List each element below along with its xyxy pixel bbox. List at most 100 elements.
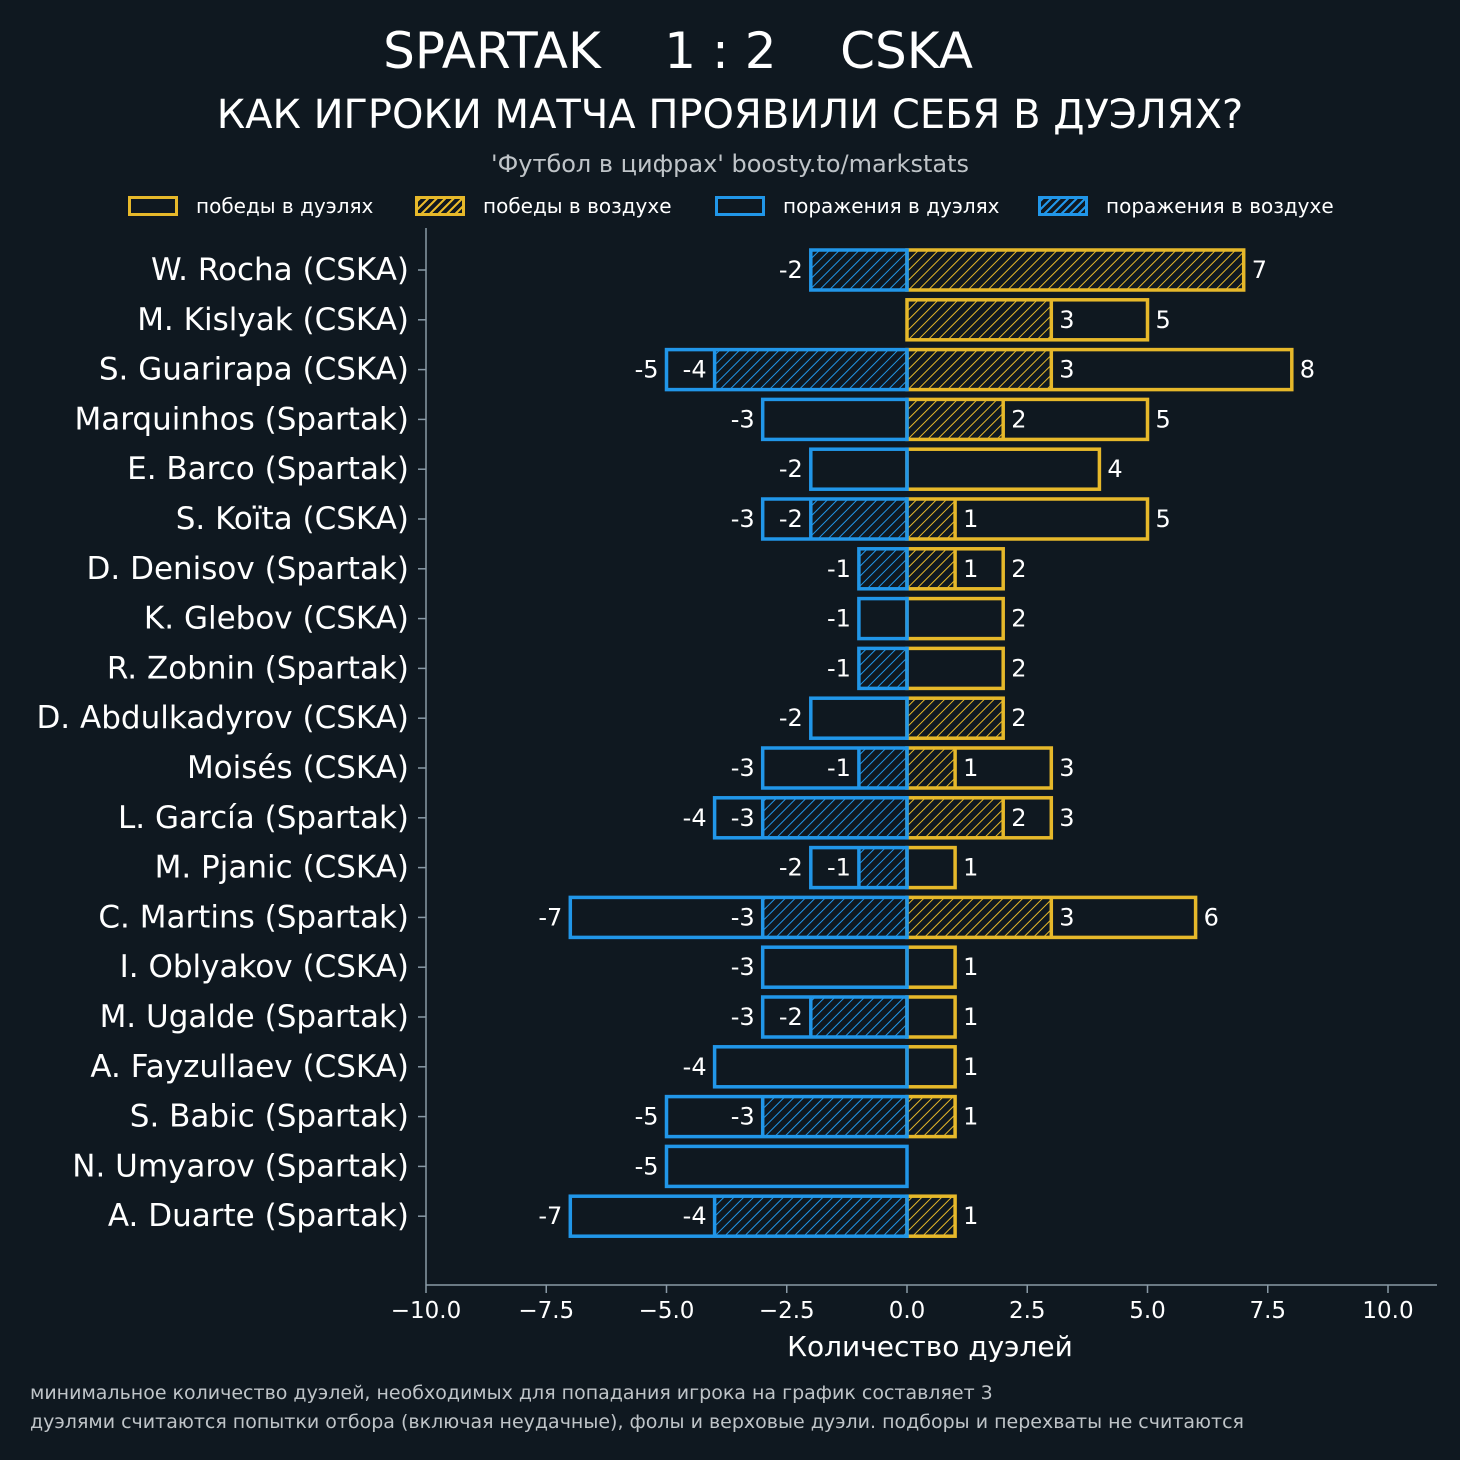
player-label: M. Ugalde (Spartak) [100, 999, 409, 1035]
losses-total-label: -3 [731, 405, 755, 433]
bar-duel-losses [809, 248, 909, 292]
losses-total-label: -1 [827, 654, 851, 682]
chart-title: SPARTAK 1 : 2 CSKA [383, 22, 973, 80]
wins-total-label: 3 [1059, 804, 1074, 832]
wins-total-label: 1 [963, 854, 978, 882]
wins-total-label: 5 [1156, 306, 1171, 334]
bar-duel-losses [760, 746, 909, 790]
player-label: M. Pjanic (CSKA) [155, 850, 409, 886]
losses-total-label: -1 [827, 555, 851, 583]
wins-total-label: 4 [1107, 455, 1122, 483]
bar-duel-wins [905, 845, 957, 890]
losses-total-label: -7 [538, 1202, 562, 1230]
bar-duel-losses [712, 1045, 909, 1089]
bar-duel-losses [664, 347, 909, 392]
losses-aerial-label: -2 [779, 1003, 803, 1031]
player-label: W. Rocha (CSKA) [151, 252, 409, 288]
losses-aerial-label: -3 [731, 903, 755, 931]
footnote-threshold: минимальное количество дуэлей, необходим… [30, 1382, 993, 1404]
wins-total-label: 1 [963, 1053, 978, 1081]
wins-total-label: 1 [963, 1202, 978, 1230]
wins-total-label: 2 [1011, 654, 1026, 682]
wins-total-label: 2 [1011, 555, 1026, 583]
footnote-definition: дуэлями считаются попытки отбора (включа… [30, 1411, 1244, 1433]
losses-total-label: -3 [731, 1003, 755, 1031]
legend-item-duel-wins: победы в дуэлях [128, 193, 373, 219]
bar-aerial-wins [907, 548, 956, 589]
bar-duel-wins [905, 995, 957, 1039]
bar-duel-wins [905, 298, 1150, 342]
losses-total-label: -7 [538, 903, 562, 931]
wins-total-label: 6 [1204, 903, 1219, 931]
x-tick-label: 2.5 [1009, 1298, 1046, 1324]
bar-duel-losses [568, 1194, 909, 1238]
player-label: Moisés (CSKA) [187, 750, 409, 786]
bar-aerial-losses [810, 499, 907, 539]
player-label: E. Barco (Spartak) [127, 451, 409, 487]
wins-total-label: 1 [963, 953, 978, 981]
wins-total-label: 5 [1156, 405, 1171, 433]
losses-aerial-label: -3 [731, 804, 755, 832]
bar-aerial-wins [907, 897, 1052, 938]
bar-aerial-wins [907, 250, 1244, 290]
bar-duel-wins [905, 945, 957, 989]
x-tick-label: 10.0 [1362, 1298, 1413, 1324]
legend-swatch-aerial-wins [415, 196, 465, 216]
player-label: R. Zobnin (Spartak) [107, 650, 409, 686]
player-label: S. Koïta (CSKA) [176, 501, 409, 537]
losses-total-label: -5 [635, 1103, 659, 1131]
bar-duel-losses [712, 796, 909, 840]
x-tick-label: −5.0 [639, 1298, 695, 1324]
legend-swatch-duel-losses [715, 196, 765, 216]
bar-duel-losses [760, 397, 909, 442]
bar-aerial-wins [907, 797, 1004, 838]
losses-total-label: -4 [683, 804, 707, 832]
bar-duel-losses [857, 547, 909, 591]
wins-total-label: 2 [1011, 605, 1026, 633]
losses-aerial-label: -2 [779, 505, 803, 533]
losses-aerial-label: -4 [683, 1202, 707, 1230]
bar-duel-losses [760, 945, 909, 989]
wins-aerial-label: 1 [963, 505, 978, 533]
bar-duel-losses [664, 1094, 909, 1139]
bar-duel-losses [857, 596, 909, 641]
losses-total-label: -5 [635, 356, 659, 384]
bar-duel-losses [760, 995, 909, 1039]
losses-total-label: -2 [779, 256, 803, 284]
x-tick-label: 5.0 [1129, 1298, 1166, 1324]
bar-aerial-losses [762, 797, 907, 838]
bar-aerial-losses [810, 997, 907, 1037]
losses-total-label: -3 [731, 953, 755, 981]
bar-duel-losses [857, 646, 909, 691]
player-label: S. Guarirapa (CSKA) [99, 352, 409, 388]
bar-aerial-wins [907, 349, 1052, 390]
player-label: D. Denisov (Spartak) [87, 551, 410, 587]
x-tick-label: −7.5 [518, 1298, 574, 1324]
player-label: I. Oblyakov (CSKA) [120, 949, 409, 985]
losses-total-label: -2 [779, 455, 803, 483]
legend-label: победы в дуэлях [196, 194, 374, 218]
legend-label: поражения в дуэлях [783, 194, 1000, 218]
wins-total-label: 5 [1156, 505, 1171, 533]
wins-total-label: 2 [1011, 704, 1026, 732]
wins-aerial-label: 2 [1011, 405, 1026, 433]
bar-aerial-wins [907, 499, 956, 539]
bar-aerial-losses [858, 548, 907, 589]
wins-total-label: 7 [1252, 256, 1267, 284]
legend-swatch-aerial-losses [1038, 196, 1088, 216]
chart-subtitle: КАК ИГРОКИ МАТЧА ПРОЯВИЛИ СЕБЯ В ДУЭЛЯХ? [216, 92, 1244, 138]
legend-item-aerial-losses: поражения в воздухе [1038, 193, 1334, 219]
bar-duel-wins [905, 1045, 957, 1089]
losses-aerial-label: -1 [827, 754, 851, 782]
bar-aerial-wins [907, 698, 1004, 739]
bar-aerial-wins [907, 1196, 956, 1237]
legend-label: поражения в воздухе [1106, 194, 1334, 218]
wins-total-label: 3 [1059, 754, 1074, 782]
player-label: C. Martins (Spartak) [98, 899, 409, 935]
bar-duel-losses [664, 1144, 909, 1189]
bar-aerial-wins [907, 299, 1052, 340]
bar-aerial-losses [858, 748, 907, 788]
bar-duel-losses [568, 895, 909, 940]
x-tick-label: −2.5 [759, 1298, 815, 1324]
legend-item-duel-losses: поражения в дуэлях [715, 193, 999, 219]
